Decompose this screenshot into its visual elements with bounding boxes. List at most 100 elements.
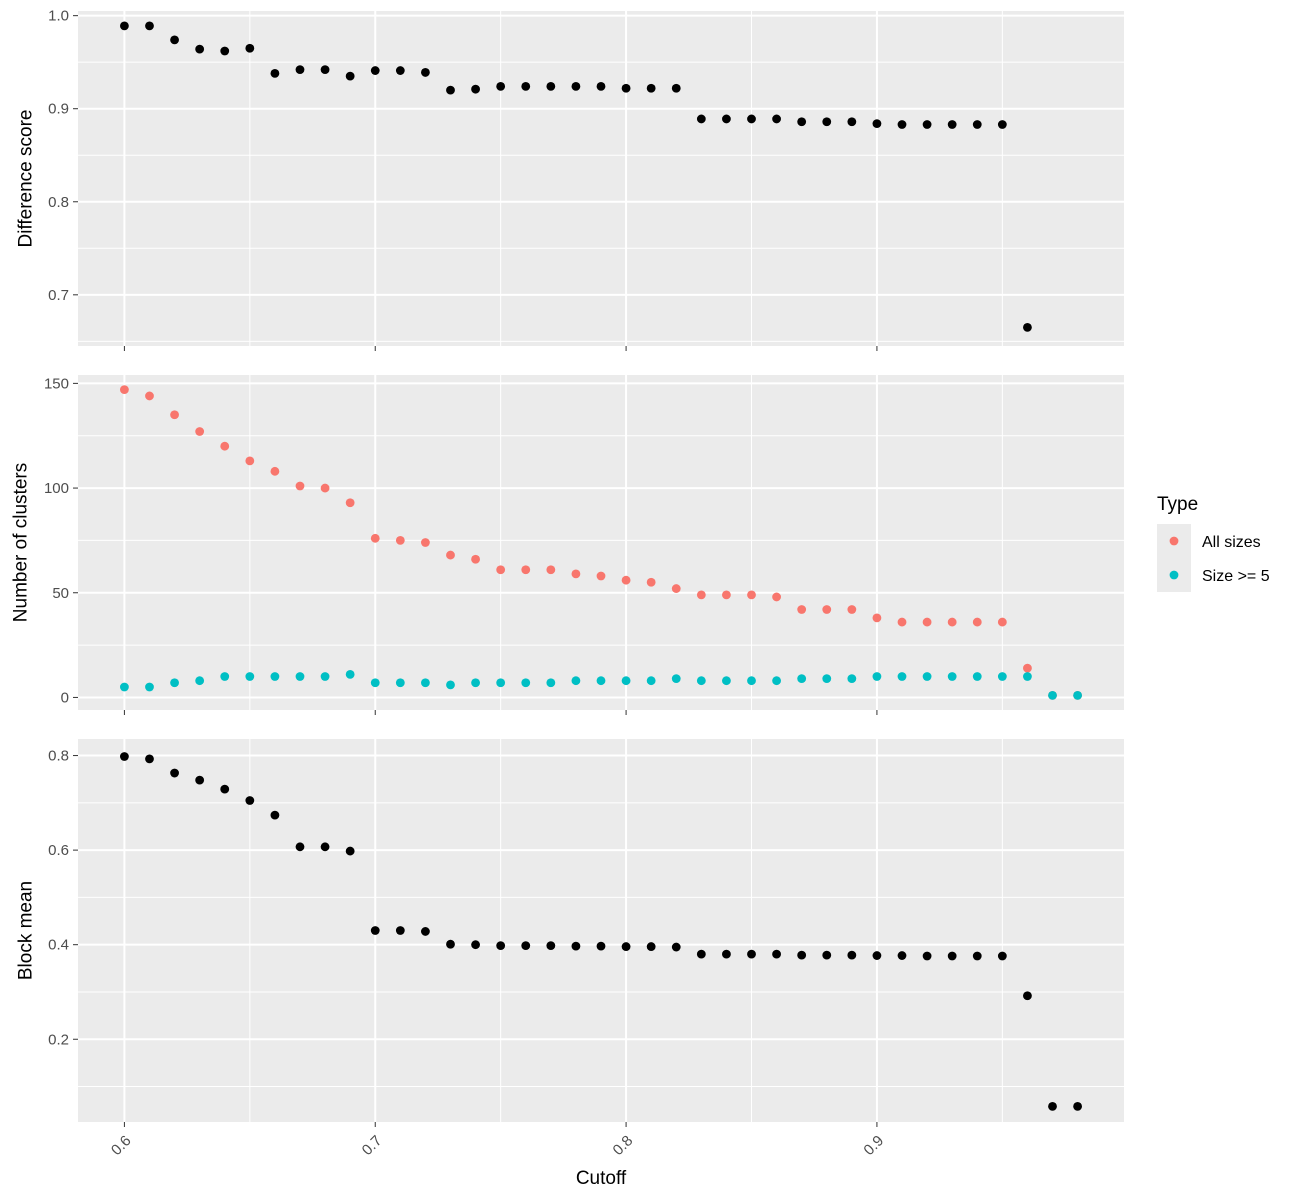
data-point: [1023, 322, 1032, 332]
data-point: [395, 678, 405, 688]
data-point: [722, 590, 731, 600]
data-point: [646, 942, 656, 951]
data-point: [295, 481, 305, 491]
data-point: [195, 427, 205, 436]
data-point: [145, 21, 154, 31]
data-point: [446, 680, 455, 690]
data-point: [747, 114, 756, 124]
panel-background: [78, 375, 1124, 710]
data-point: [295, 672, 305, 681]
data-point: [897, 617, 907, 627]
data-point: [421, 678, 430, 688]
data-point: [195, 775, 205, 785]
data-point: [772, 949, 781, 959]
data-point: [1023, 663, 1032, 673]
data-point: [320, 483, 330, 493]
data-point: [270, 810, 280, 820]
data-point: [722, 676, 731, 686]
data-point: [1048, 690, 1057, 700]
data-point: [621, 575, 631, 585]
data-point: [170, 678, 179, 688]
data-point: [1073, 1101, 1082, 1111]
data-point: [220, 784, 230, 794]
y-tick-label: 0.8: [48, 194, 69, 211]
series-1: [120, 385, 1082, 700]
data-point: [847, 117, 857, 127]
data-point: [696, 676, 706, 686]
data-point: [671, 83, 681, 93]
y-tick-label: 0.2: [48, 1031, 69, 1048]
data-point: [496, 565, 506, 575]
data-point: [546, 941, 556, 951]
data-point: [997, 951, 1007, 961]
data-point: [922, 951, 932, 961]
data-point: [696, 590, 706, 600]
legend: Type All sizes Size >= 5: [1157, 494, 1270, 592]
data-point: [521, 565, 531, 575]
legend-label-size-ge-5: Size >= 5: [1202, 568, 1270, 585]
data-point: [220, 672, 230, 681]
data-point: [446, 85, 455, 95]
data-point: [471, 940, 480, 950]
data-point: [370, 66, 380, 75]
data-point: [696, 114, 706, 124]
x-tick-label: 0.6: [108, 1132, 135, 1159]
legend-title: Type: [1157, 494, 1198, 515]
panel-background: [78, 739, 1124, 1122]
data-point: [521, 81, 531, 91]
y-axis-title: Difference score: [16, 110, 37, 248]
data-point: [370, 678, 380, 688]
data-point: [947, 951, 957, 961]
data-point: [621, 942, 631, 951]
data-point: [822, 117, 832, 127]
data-point: [947, 120, 957, 129]
x-axis-title: Cutoff: [576, 1168, 627, 1189]
data-point: [546, 678, 556, 688]
data-point: [571, 569, 581, 579]
data-point: [972, 617, 982, 627]
data-point: [145, 391, 154, 401]
data-point: [245, 43, 255, 53]
y-tick-label: 50: [52, 585, 69, 602]
data-point: [847, 950, 857, 960]
data-point: [170, 35, 179, 45]
data-point: [1023, 991, 1032, 1001]
data-point: [320, 65, 330, 75]
data-point: [145, 682, 154, 692]
data-point: [295, 65, 305, 75]
data-point: [521, 678, 531, 688]
data-point: [446, 939, 455, 949]
data-point: [722, 949, 731, 959]
data-point: [270, 672, 280, 681]
data-point: [772, 676, 781, 686]
data-point: [822, 950, 832, 960]
data-point: [270, 68, 280, 78]
data-point: [245, 456, 255, 466]
data-point: [797, 117, 807, 127]
data-point: [596, 571, 606, 581]
x-tick-label: 0.9: [860, 1132, 887, 1159]
data-point: [596, 676, 606, 686]
data-point: [897, 120, 907, 129]
chart-panels: 0.7 0.8 0.9 1.0 Difference score 0 50 100 150 Num…: [11, 8, 1124, 1159]
data-point: [671, 584, 681, 593]
data-point: [646, 83, 656, 93]
data-point: [747, 676, 756, 686]
y-tick-label: 0.8: [48, 748, 69, 765]
data-point: [797, 674, 807, 683]
y-tick-label: 1.0: [48, 8, 69, 25]
data-point: [345, 670, 355, 679]
legend-label-all-sizes: All sizes: [1202, 534, 1261, 551]
data-point: [1023, 672, 1032, 681]
y-tick-label: 100: [44, 480, 69, 497]
data-point: [270, 466, 280, 476]
legend-marker-all-sizes: [1169, 536, 1179, 546]
data-point: [872, 951, 882, 960]
data-point: [345, 846, 355, 856]
data-point: [947, 672, 957, 681]
data-point: [120, 682, 129, 692]
data-point: [120, 21, 129, 31]
data-point: [722, 114, 731, 124]
data-point: [972, 672, 982, 681]
